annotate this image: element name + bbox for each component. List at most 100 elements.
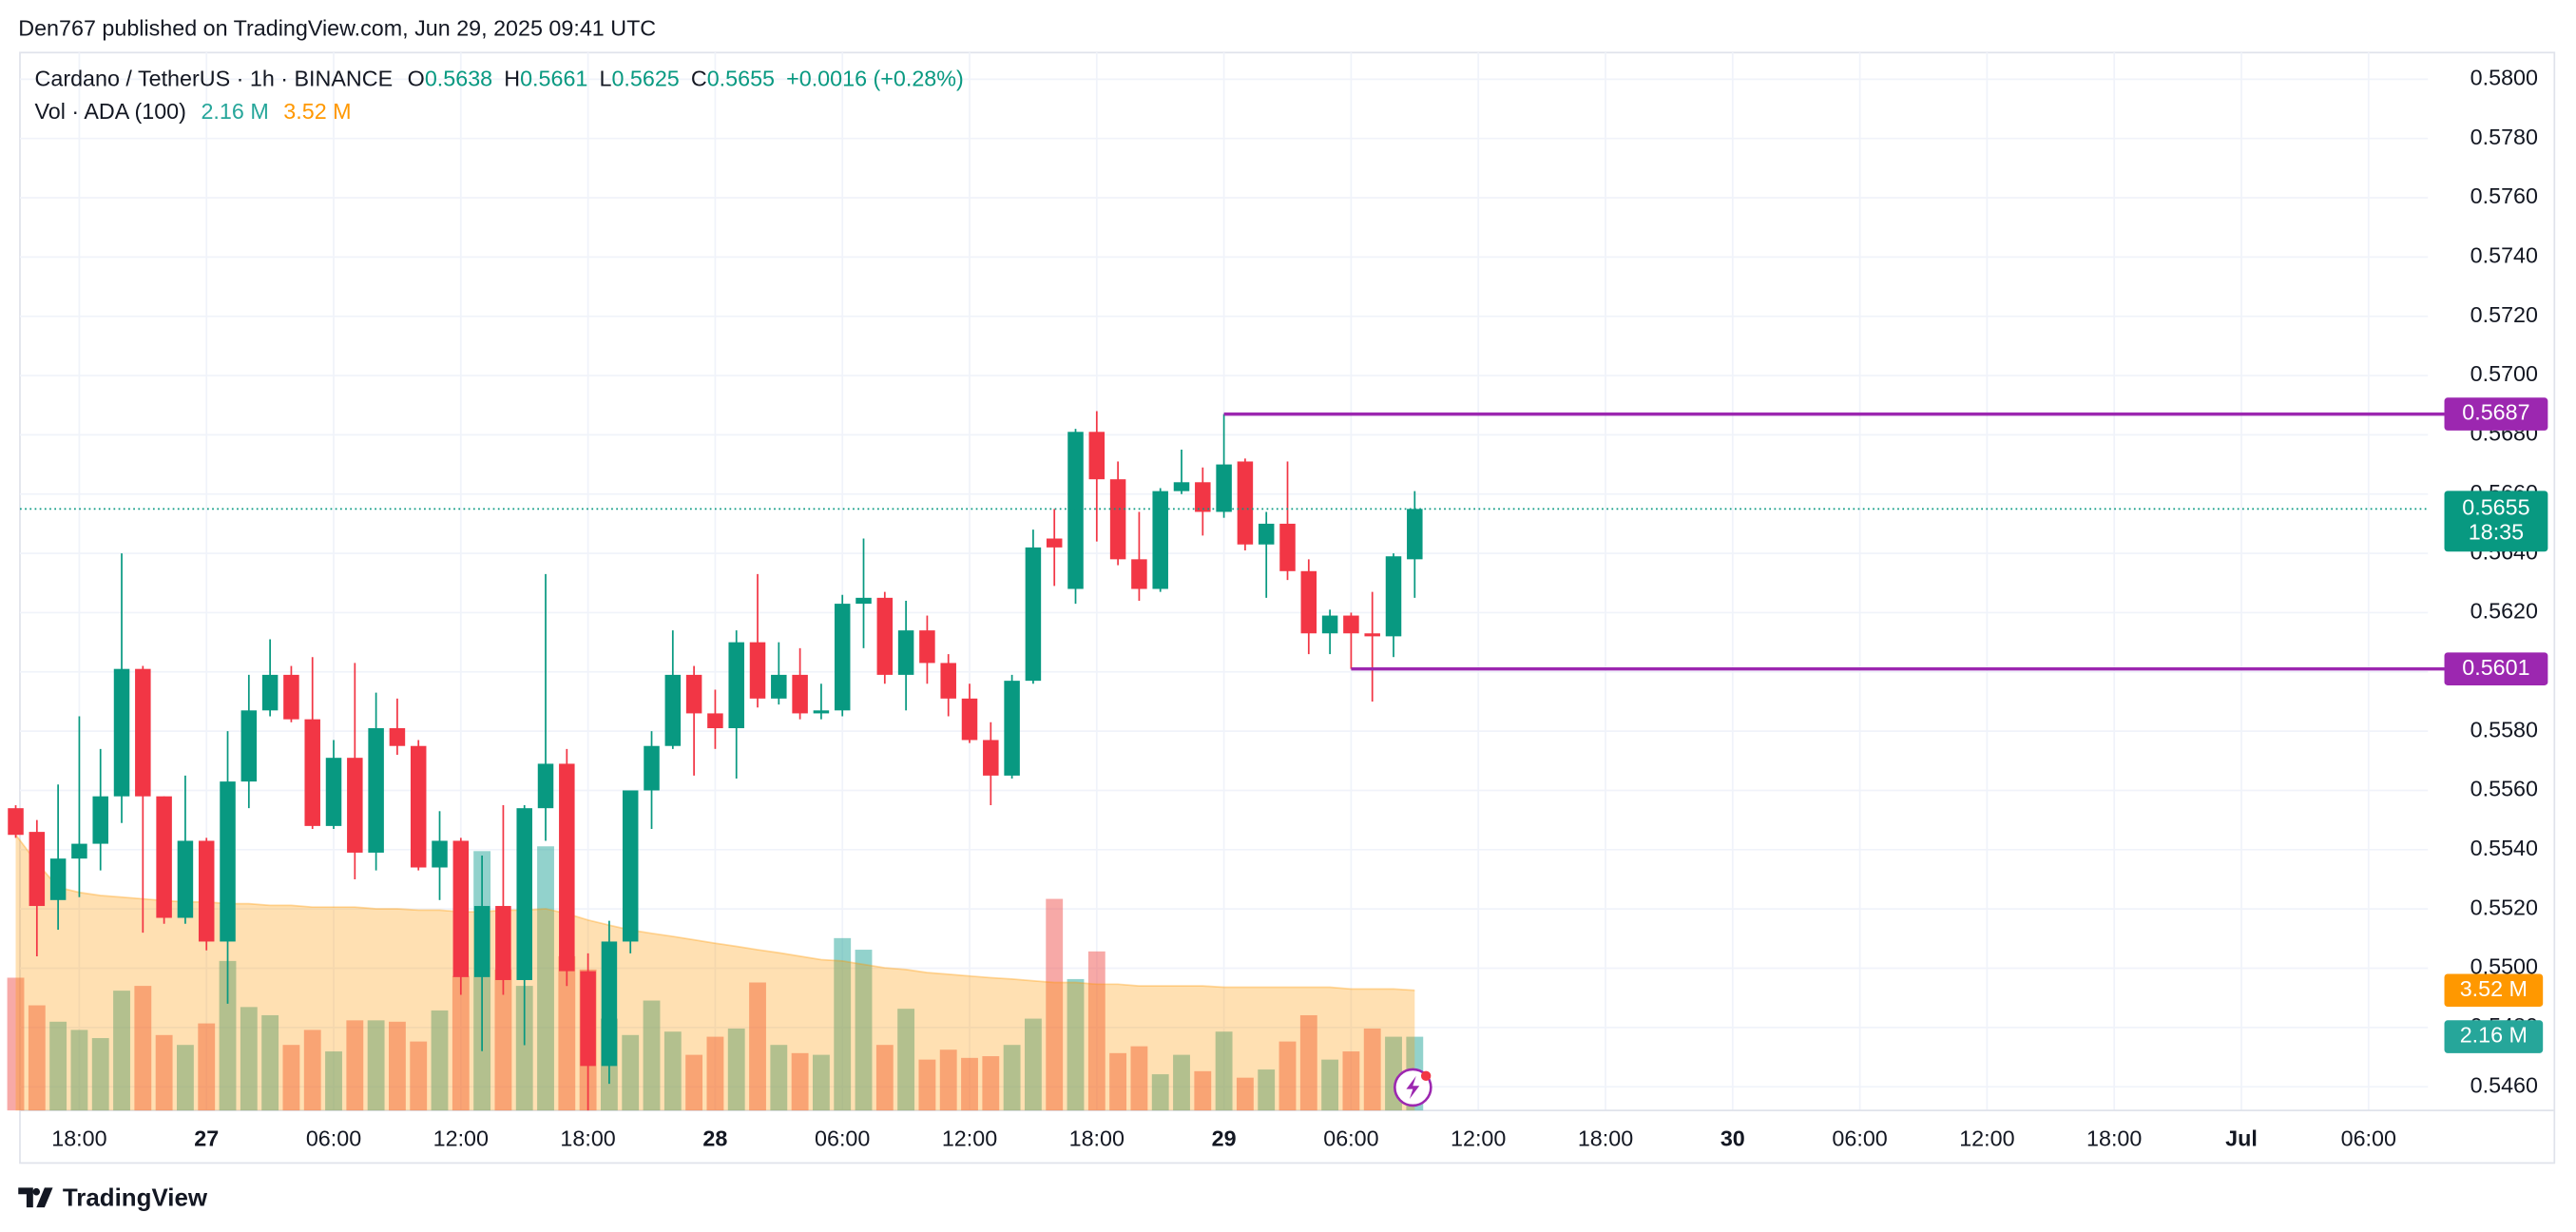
chart-frame <box>19 51 2556 1165</box>
ohlc-value: 0.5638 <box>425 67 492 91</box>
candle-body <box>1407 509 1423 560</box>
ohlc-label: C <box>691 67 707 91</box>
volume-bar <box>367 1020 385 1111</box>
candle-body <box>1088 432 1105 480</box>
volume-bar <box>28 1005 46 1111</box>
ohlc-label: L <box>599 67 611 91</box>
x-tick-label: 06:00 <box>2341 1126 2396 1150</box>
volume-bar <box>494 969 512 1111</box>
volume-bar <box>685 1054 703 1111</box>
candle-body <box>1216 464 1232 512</box>
last-price-box <box>2444 491 2548 552</box>
candle-body <box>644 745 660 791</box>
symbol-title: Cardano / TetherUS · 1h · BINANCE <box>35 67 394 91</box>
alert-icon <box>1394 1068 1432 1107</box>
candle-body <box>940 663 956 699</box>
volume-bar <box>1258 1069 1276 1111</box>
logo-mark <box>18 1187 53 1208</box>
x-tick-label: 12:00 <box>1451 1126 1506 1150</box>
x-tick-label: 06:00 <box>306 1126 361 1150</box>
volume-bar <box>897 1009 915 1111</box>
x-tick-label: 06:00 <box>1832 1126 1887 1150</box>
grid <box>19 52 2555 1111</box>
candle-body <box>1046 538 1063 548</box>
price-label: 0.5687 <box>2462 400 2529 425</box>
y-tick-label: 0.5740 <box>2470 243 2538 268</box>
volume-bar <box>749 982 766 1111</box>
y-tick-label: 0.5620 <box>2470 599 2538 624</box>
x-tick-label: 12:00 <box>942 1126 997 1150</box>
volume-bar <box>325 1051 342 1111</box>
volume-bar <box>622 1034 640 1111</box>
volume-bar <box>1278 1041 1297 1111</box>
candle-body <box>240 710 258 782</box>
candle-body <box>834 604 851 711</box>
candle-body <box>1173 482 1190 491</box>
candle-body <box>49 858 67 900</box>
candle-body <box>135 668 151 797</box>
y-tick-label: 0.5780 <box>2470 125 2538 149</box>
volume-bar <box>1173 1054 1190 1111</box>
candle-body <box>771 674 787 699</box>
candle-body <box>368 728 384 853</box>
logo: TradingView <box>18 1184 208 1211</box>
price-label-box <box>2444 397 2548 431</box>
volume-bar <box>1087 951 1105 1111</box>
candle-body <box>410 745 427 868</box>
ma-label-box <box>2444 973 2544 1008</box>
candle-body <box>1025 547 1042 682</box>
volume-bar <box>177 1045 194 1111</box>
volume-bar <box>155 1034 173 1111</box>
logo-dot <box>32 1187 41 1196</box>
ohlc-value: 0.5625 <box>611 67 679 91</box>
candle-body <box>876 597 894 675</box>
volume-bar <box>961 1057 978 1111</box>
ohlc-label: O <box>408 67 425 91</box>
candle-body <box>1131 559 1147 589</box>
candle-body <box>580 971 596 1067</box>
candle-body <box>452 840 470 977</box>
candle-body <box>473 906 490 977</box>
y-tick-label: 0.5800 <box>2470 66 2538 90</box>
candle-body <box>728 642 744 729</box>
candle-body <box>537 763 554 809</box>
volume-bar <box>1342 1051 1360 1111</box>
x-tick-label: 29 <box>1212 1126 1237 1150</box>
candle-body <box>813 710 830 714</box>
volume-bar <box>939 1049 957 1111</box>
y-tick-label: 0.5560 <box>2470 777 2538 801</box>
candle-body <box>1385 556 1402 637</box>
last-price-label: 0.5655 <box>2462 494 2529 519</box>
volume-bar <box>1363 1028 1381 1111</box>
candle-body <box>664 674 682 746</box>
ohlc-value: 0.5661 <box>520 67 587 91</box>
candle-body <box>855 597 872 605</box>
y-tick-label: 0.5720 <box>2470 302 2538 327</box>
candle-body <box>792 674 808 714</box>
volume-bar <box>346 1020 364 1111</box>
candle-body <box>919 630 935 664</box>
candle-body <box>71 843 87 859</box>
volume-bar <box>1299 1014 1317 1111</box>
ma-label: 3.52 M <box>2460 976 2528 1001</box>
candle-body <box>1300 570 1317 634</box>
volume-bar <box>7 977 25 1111</box>
ohlc-value: 0.5655 <box>707 67 775 91</box>
y-tick-label: 0.5700 <box>2470 361 2538 386</box>
volume-bar <box>1194 1070 1212 1111</box>
candle-body <box>1067 432 1084 589</box>
volume-bar <box>431 1010 449 1111</box>
volume-bar <box>706 1036 724 1111</box>
ohlc-label: H <box>504 67 520 91</box>
candle-body <box>749 642 766 699</box>
overlay: 0.54600.54800.55000.55200.55400.55600.55… <box>19 66 2548 1150</box>
x-tick-label: 12:00 <box>1959 1126 2014 1150</box>
candles <box>8 411 1423 1111</box>
candle-body <box>198 840 215 942</box>
candle-body <box>156 796 172 918</box>
volume-bar <box>1236 1077 1254 1111</box>
volume-bar <box>1024 1018 1042 1111</box>
x-tick-label: 28 <box>702 1126 727 1150</box>
volume-bar <box>558 955 576 1111</box>
